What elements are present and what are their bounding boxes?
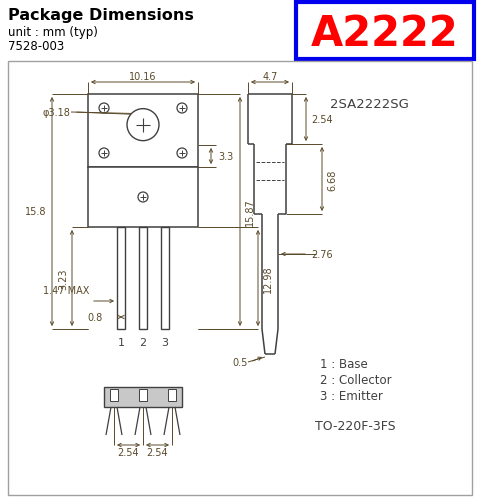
Text: 2.54: 2.54 — [311, 115, 333, 125]
Text: 6.68: 6.68 — [327, 169, 337, 190]
Text: 2 : Collector: 2 : Collector — [320, 373, 392, 386]
Text: 1: 1 — [118, 337, 124, 347]
Text: 2: 2 — [139, 337, 146, 347]
Text: 2.54: 2.54 — [118, 447, 139, 457]
Text: 4.7: 4.7 — [262, 72, 278, 82]
Bar — [296, 3, 474, 60]
Circle shape — [177, 104, 187, 114]
Text: 15.87: 15.87 — [245, 198, 255, 226]
Text: 3.23: 3.23 — [58, 268, 68, 289]
Text: 3.3: 3.3 — [218, 152, 233, 162]
Bar — [139, 227, 147, 329]
Text: 2.54: 2.54 — [147, 447, 168, 457]
Text: φ3.18: φ3.18 — [42, 108, 70, 118]
Bar — [168, 389, 176, 401]
Bar — [161, 227, 169, 329]
Text: 2SA2222SG: 2SA2222SG — [330, 98, 409, 111]
Text: 12.98: 12.98 — [263, 265, 273, 292]
Text: 3: 3 — [161, 337, 168, 347]
Bar — [110, 389, 118, 401]
Text: unit : mm (typ): unit : mm (typ) — [8, 26, 98, 39]
Text: 1.47 MAX: 1.47 MAX — [43, 286, 89, 296]
Bar — [117, 227, 125, 329]
Text: 1 : Base: 1 : Base — [320, 357, 368, 370]
Circle shape — [99, 104, 109, 114]
Bar — [8, 62, 472, 495]
Circle shape — [177, 149, 187, 159]
Circle shape — [138, 192, 148, 202]
Bar — [88, 95, 198, 168]
Text: Package Dimensions: Package Dimensions — [8, 8, 194, 23]
Circle shape — [127, 109, 159, 141]
Text: 7528-003: 7528-003 — [8, 40, 64, 53]
Bar — [104, 387, 182, 407]
Text: TO-220F-3FS: TO-220F-3FS — [315, 419, 396, 432]
Text: 0.8: 0.8 — [88, 313, 103, 322]
Text: 0.5: 0.5 — [232, 357, 248, 367]
Text: A2222: A2222 — [311, 13, 459, 55]
Bar — [88, 168, 198, 227]
Text: 10.16: 10.16 — [129, 72, 157, 82]
Circle shape — [99, 149, 109, 159]
Text: 2.76: 2.76 — [311, 249, 333, 260]
Text: 3 : Emitter: 3 : Emitter — [320, 389, 383, 402]
Bar — [139, 389, 147, 401]
Text: 15.8: 15.8 — [24, 207, 46, 217]
